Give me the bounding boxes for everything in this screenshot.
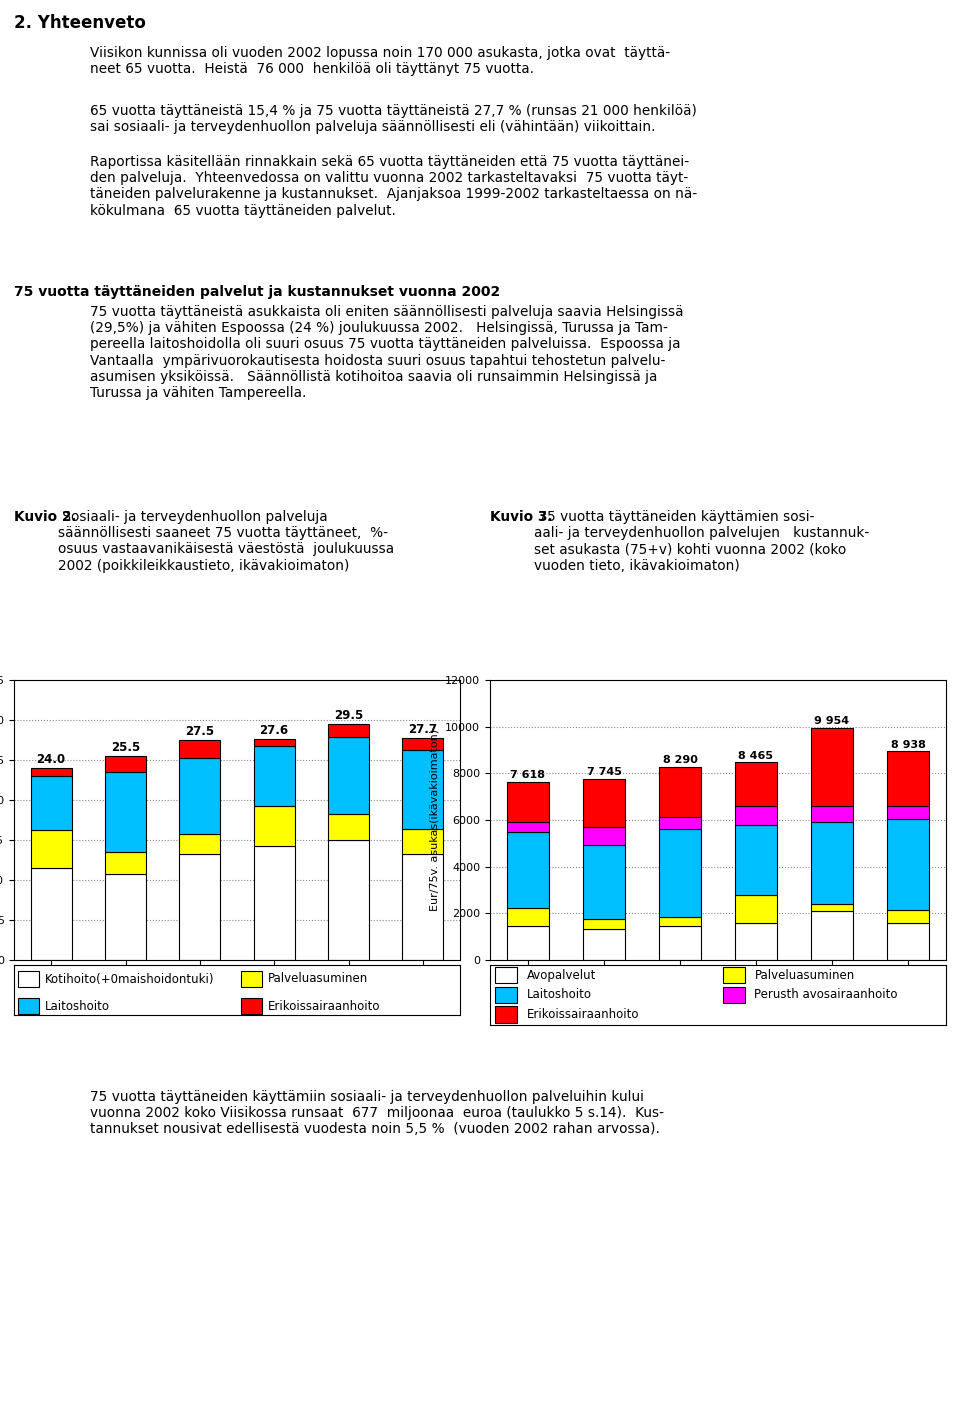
- Text: Laitoshoito: Laitoshoito: [45, 999, 110, 1013]
- Bar: [583, 779, 625, 827]
- Bar: [105, 852, 146, 874]
- Text: 8 938: 8 938: [891, 740, 925, 750]
- Bar: [660, 926, 701, 960]
- Bar: [583, 827, 625, 845]
- Bar: [583, 929, 625, 960]
- Bar: [494, 986, 517, 1003]
- Text: 29.5: 29.5: [334, 709, 363, 722]
- Bar: [328, 841, 369, 960]
- Bar: [811, 904, 852, 911]
- Bar: [887, 909, 929, 923]
- Bar: [31, 869, 72, 960]
- Bar: [253, 747, 295, 807]
- Text: 75 vuotta täyttäneistä asukkaista oli eniten säännöllisesti palveluja saavia Hel: 75 vuotta täyttäneistä asukkaista oli en…: [90, 305, 684, 401]
- Text: 75 vuotta täyttäneiden palvelut ja kustannukset vuonna 2002: 75 vuotta täyttäneiden palvelut ja kusta…: [14, 284, 500, 298]
- Bar: [180, 758, 220, 834]
- Bar: [507, 832, 549, 908]
- Bar: [660, 829, 701, 916]
- Y-axis label: Eur/75v. asukas(ikävakioimaton): Eur/75v. asukas(ikävakioimaton): [429, 729, 440, 911]
- Bar: [328, 737, 369, 814]
- Bar: [507, 822, 549, 832]
- Text: 7 618: 7 618: [511, 771, 545, 780]
- Bar: [494, 1006, 517, 1023]
- Text: Laitoshoito: Laitoshoito: [526, 989, 591, 1002]
- Bar: [811, 727, 852, 806]
- Bar: [723, 967, 745, 984]
- Text: Palveluasuminen: Palveluasuminen: [268, 972, 369, 985]
- Text: Viisikon kunnissa oli vuoden 2002 lopussa noin 170 000 asukasta, jotka ovat  täy: Viisikon kunnissa oli vuoden 2002 lopuss…: [90, 46, 670, 76]
- Bar: [253, 846, 295, 960]
- Text: 75 vuotta täyttäneiden käyttämiin sosiaali- ja terveydenhuollon palveluihin kulu: 75 vuotta täyttäneiden käyttämiin sosiaa…: [90, 1090, 664, 1136]
- Bar: [887, 818, 929, 909]
- Bar: [583, 919, 625, 929]
- Text: 24.0: 24.0: [36, 752, 65, 766]
- Bar: [723, 986, 745, 1003]
- Text: Kuvio 3.: Kuvio 3.: [490, 510, 553, 524]
- Bar: [583, 845, 625, 919]
- Bar: [328, 814, 369, 841]
- Bar: [887, 751, 929, 806]
- Bar: [507, 782, 549, 822]
- Bar: [328, 724, 369, 737]
- Bar: [660, 916, 701, 926]
- Text: 7 745: 7 745: [587, 768, 621, 778]
- Bar: [735, 806, 777, 825]
- Bar: [887, 923, 929, 960]
- Bar: [811, 822, 852, 904]
- Bar: [31, 829, 72, 869]
- Bar: [18, 998, 38, 1014]
- Bar: [402, 829, 444, 853]
- Bar: [402, 853, 444, 960]
- Text: 65 vuotta täyttäneistä 15,4 % ja 75 vuotta täyttäneistä 27,7 % (runsas 21 000 he: 65 vuotta täyttäneistä 15,4 % ja 75 vuot…: [90, 104, 697, 134]
- Bar: [402, 738, 444, 751]
- Text: 2. Yhteenveto: 2. Yhteenveto: [14, 14, 146, 32]
- Text: Perusth avosairaanhoito: Perusth avosairaanhoito: [755, 989, 898, 1002]
- Bar: [660, 817, 701, 829]
- Text: 8 290: 8 290: [662, 755, 697, 765]
- Bar: [242, 971, 261, 986]
- Bar: [253, 807, 295, 846]
- Bar: [180, 834, 220, 853]
- Bar: [735, 895, 777, 923]
- Bar: [735, 923, 777, 960]
- Bar: [180, 740, 220, 758]
- Text: Sosiaali- ja terveydenhuollon palveluja
säännöllisesti saaneet 75 vuotta täyttän: Sosiaali- ja terveydenhuollon palveluja …: [58, 510, 395, 573]
- Bar: [105, 757, 146, 772]
- Bar: [494, 967, 517, 984]
- Bar: [507, 908, 549, 926]
- Bar: [811, 806, 852, 822]
- Text: 9 954: 9 954: [814, 716, 850, 726]
- Bar: [31, 768, 72, 776]
- Bar: [242, 998, 261, 1014]
- Bar: [105, 772, 146, 852]
- Bar: [105, 874, 146, 960]
- Bar: [507, 926, 549, 960]
- Text: 8 465: 8 465: [738, 751, 774, 761]
- Bar: [402, 751, 444, 829]
- Bar: [811, 911, 852, 960]
- Text: Avopalvelut: Avopalvelut: [526, 968, 596, 982]
- Text: Erikoissairaanhoito: Erikoissairaanhoito: [268, 999, 381, 1013]
- Bar: [253, 740, 295, 747]
- Text: Kuvio 2.: Kuvio 2.: [14, 510, 77, 524]
- Text: 27.6: 27.6: [259, 724, 289, 737]
- Text: Erikoissairaanhoito: Erikoissairaanhoito: [526, 1009, 639, 1021]
- Text: 75 vuotta täyttäneiden käyttämien sosi-
aali- ja terveydenhuollon palvelujen   k: 75 vuotta täyttäneiden käyttämien sosi- …: [534, 510, 869, 573]
- Bar: [735, 762, 777, 806]
- Bar: [18, 971, 38, 986]
- Bar: [31, 776, 72, 829]
- Text: 27.7: 27.7: [408, 723, 438, 737]
- Bar: [887, 806, 929, 818]
- Bar: [660, 766, 701, 817]
- Bar: [180, 853, 220, 960]
- Bar: [735, 825, 777, 895]
- Text: Kotihoito(+0maishoidontuki): Kotihoito(+0maishoidontuki): [45, 972, 215, 985]
- Text: 25.5: 25.5: [110, 741, 140, 754]
- Text: Palveluasuminen: Palveluasuminen: [755, 968, 854, 982]
- Text: 27.5: 27.5: [185, 724, 214, 738]
- Text: Raportissa käsitellään rinnakkain sekä 65 vuotta täyttäneiden että 75 vuotta täy: Raportissa käsitellään rinnakkain sekä 6…: [90, 156, 697, 217]
